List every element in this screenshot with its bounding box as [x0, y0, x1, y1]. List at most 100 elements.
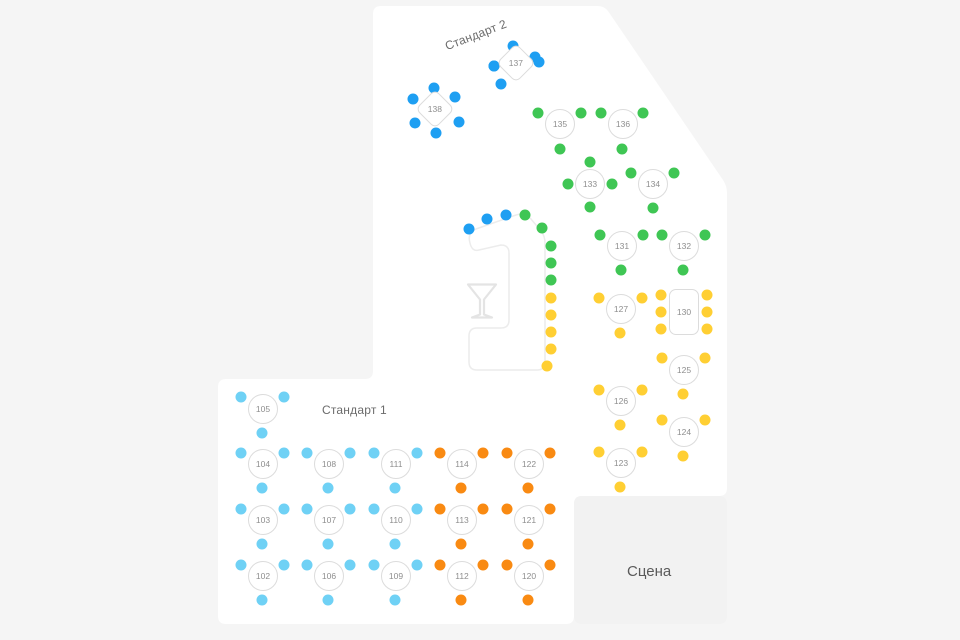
seat-table-111-1[interactable]: [368, 447, 380, 459]
seat-table-131-3[interactable]: [615, 264, 627, 276]
seat-table-109-3[interactable]: [389, 594, 401, 606]
seat-table-124-1[interactable]: [656, 414, 668, 426]
seat-table-134-3[interactable]: [647, 202, 659, 214]
seat-table-138-2[interactable]: [428, 82, 440, 94]
seat-table-121-2[interactable]: [544, 503, 556, 515]
seat-table-125-3[interactable]: [677, 388, 689, 400]
bar-seat-8[interactable]: [545, 274, 557, 286]
seat-table-127-2[interactable]: [636, 292, 648, 304]
seat-table-132-2[interactable]: [699, 229, 711, 241]
seat-table-136-3[interactable]: [616, 143, 628, 155]
seat-table-122-2[interactable]: [544, 447, 556, 459]
seat-table-120-2[interactable]: [544, 559, 556, 571]
seat-table-126-2[interactable]: [636, 384, 648, 396]
seat-table-106-2[interactable]: [344, 559, 356, 571]
seat-table-136-1[interactable]: [595, 107, 607, 119]
seat-table-103-1[interactable]: [235, 503, 247, 515]
seat-table-113-2[interactable]: [477, 503, 489, 515]
seat-table-110-3[interactable]: [389, 538, 401, 550]
seat-table-135-2[interactable]: [575, 107, 587, 119]
seat-table-134-1[interactable]: [625, 167, 637, 179]
seat-table-112-3[interactable]: [455, 594, 467, 606]
seat-table-135-3[interactable]: [554, 143, 566, 155]
seat-table-136-2[interactable]: [637, 107, 649, 119]
bar-seat-11[interactable]: [545, 326, 557, 338]
seat-table-105-2[interactable]: [278, 391, 290, 403]
seat-table-138-3[interactable]: [449, 91, 461, 103]
seat-table-134-2[interactable]: [668, 167, 680, 179]
bar-seat-1[interactable]: [463, 223, 475, 235]
seat-table-104-2[interactable]: [278, 447, 290, 459]
seat-table-131-1[interactable]: [594, 229, 606, 241]
seat-table-121-1[interactable]: [501, 503, 513, 515]
bar-seat-13[interactable]: [541, 360, 553, 372]
seat-table-106-3[interactable]: [322, 594, 334, 606]
seat-table-137-4[interactable]: [533, 56, 545, 68]
seat-table-111-3[interactable]: [389, 482, 401, 494]
bar-seat-2[interactable]: [481, 213, 493, 225]
seat-table-108-2[interactable]: [344, 447, 356, 459]
seat-table-102-2[interactable]: [278, 559, 290, 571]
seat-table-138-1[interactable]: [407, 93, 419, 105]
seat-table-124-2[interactable]: [699, 414, 711, 426]
seat-table-110-2[interactable]: [411, 503, 423, 515]
bar-seat-9[interactable]: [545, 292, 557, 304]
seat-table-138-5[interactable]: [430, 127, 442, 139]
seat-table-130-2[interactable]: [655, 306, 667, 318]
bar-seat-7[interactable]: [545, 257, 557, 269]
seat-table-125-2[interactable]: [699, 352, 711, 364]
seat-table-102-1[interactable]: [235, 559, 247, 571]
seat-table-109-2[interactable]: [411, 559, 423, 571]
bar-seat-10[interactable]: [545, 309, 557, 321]
seat-table-113-1[interactable]: [434, 503, 446, 515]
seat-table-114-1[interactable]: [434, 447, 446, 459]
seat-table-133-4[interactable]: [584, 201, 596, 213]
seat-table-126-1[interactable]: [593, 384, 605, 396]
seat-table-123-1[interactable]: [593, 446, 605, 458]
seat-table-130-3[interactable]: [655, 323, 667, 335]
seat-table-121-3[interactable]: [522, 538, 534, 550]
seat-table-125-1[interactable]: [656, 352, 668, 364]
seat-table-131-2[interactable]: [637, 229, 649, 241]
seat-table-130-6[interactable]: [701, 323, 713, 335]
seat-table-108-3[interactable]: [322, 482, 334, 494]
seat-table-123-3[interactable]: [614, 481, 626, 493]
seat-table-103-2[interactable]: [278, 503, 290, 515]
seat-table-123-2[interactable]: [636, 446, 648, 458]
seat-table-107-1[interactable]: [301, 503, 313, 515]
seat-table-113-3[interactable]: [455, 538, 467, 550]
bar-seat-12[interactable]: [545, 343, 557, 355]
seat-table-114-3[interactable]: [455, 482, 467, 494]
seat-table-124-3[interactable]: [677, 450, 689, 462]
seat-table-133-1[interactable]: [584, 156, 596, 168]
seat-table-132-3[interactable]: [677, 264, 689, 276]
seat-table-111-2[interactable]: [411, 447, 423, 459]
seat-table-133-2[interactable]: [562, 178, 574, 190]
seat-table-120-3[interactable]: [522, 594, 534, 606]
seat-table-105-3[interactable]: [256, 427, 268, 439]
seat-table-108-1[interactable]: [301, 447, 313, 459]
seat-table-133-3[interactable]: [606, 178, 618, 190]
seat-table-112-2[interactable]: [477, 559, 489, 571]
seat-table-103-3[interactable]: [256, 538, 268, 550]
bar-seat-5[interactable]: [536, 222, 548, 234]
seat-table-114-2[interactable]: [477, 447, 489, 459]
bar-seat-4[interactable]: [519, 209, 531, 221]
seat-table-137-5[interactable]: [495, 78, 507, 90]
seat-table-122-3[interactable]: [522, 482, 534, 494]
seat-table-112-1[interactable]: [434, 559, 446, 571]
seat-table-130-1[interactable]: [655, 289, 667, 301]
seat-table-127-3[interactable]: [614, 327, 626, 339]
seat-table-107-2[interactable]: [344, 503, 356, 515]
seat-table-102-3[interactable]: [256, 594, 268, 606]
seat-table-104-1[interactable]: [235, 447, 247, 459]
seat-table-132-1[interactable]: [656, 229, 668, 241]
seat-table-106-1[interactable]: [301, 559, 313, 571]
bar-seat-6[interactable]: [545, 240, 557, 252]
seat-table-127-1[interactable]: [593, 292, 605, 304]
seat-table-104-3[interactable]: [256, 482, 268, 494]
seat-table-138-4[interactable]: [453, 116, 465, 128]
bar-seat-3[interactable]: [500, 209, 512, 221]
